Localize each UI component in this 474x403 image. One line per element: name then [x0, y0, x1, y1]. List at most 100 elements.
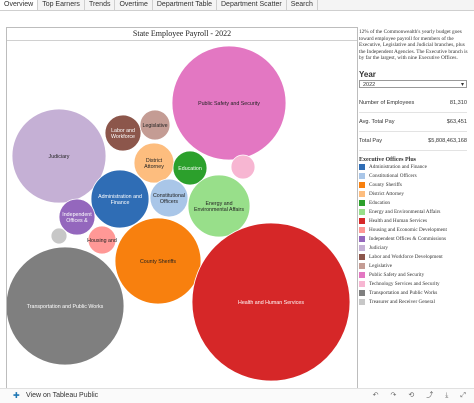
bubble-label: Judiciary: [49, 154, 70, 160]
bubble-health-and-human-services[interactable]: Health and Human Services: [191, 222, 351, 382]
bubble-label: Housing and: [87, 238, 117, 244]
legend-item[interactable]: Treasurer and Receiver General: [359, 298, 471, 307]
bubble-label: County Sheriffs: [140, 259, 176, 265]
stat-row: Avg. Total Pay $63,451: [359, 113, 467, 132]
intro-text: 12% of the Commonwealth's yearly budget …: [359, 29, 468, 62]
bubble-education[interactable]: Education: [172, 150, 208, 186]
bubble-treasurer[interactable]: [50, 227, 68, 245]
tab-trends[interactable]: Trends: [85, 0, 116, 10]
bubble-label: Health and Human Services: [238, 300, 304, 306]
share-icon[interactable]: ⤴: [426, 392, 434, 399]
bubble-housing-and[interactable]: Housing and: [87, 225, 117, 255]
stat-label: Avg. Total Pay: [359, 118, 395, 125]
legend-item[interactable]: Constitutional Officers: [359, 172, 471, 181]
legend: Administration and Finance Constitutional…: [359, 163, 471, 307]
tab-department-table[interactable]: Department Table: [153, 0, 217, 10]
legend-item[interactable]: Public Safety and Security: [359, 271, 471, 280]
bubble-label: Energy and: [205, 201, 232, 207]
legend-swatch: [359, 299, 365, 306]
stat-row: Number of Employees 81,310: [359, 94, 467, 113]
bubble-label: Independent: [62, 212, 92, 218]
legend-swatch: [359, 245, 365, 252]
year-select-value: 2022: [363, 81, 376, 88]
legend-item[interactable]: Labor and Workforce Development: [359, 253, 471, 262]
chart-title: State Employee Payroll - 2022: [132, 29, 232, 38]
legend-swatch: [359, 218, 365, 225]
legend-item[interactable]: District Attorney: [359, 190, 471, 199]
bubble-label: Transportation and Public Works: [27, 304, 104, 310]
undo-icon[interactable]: ↶: [372, 392, 379, 399]
bubble-county-sheriffs[interactable]: County Sheriffs: [114, 217, 202, 305]
bubble-transportation-and-public-works[interactable]: Transportation and Public Works: [7, 246, 125, 366]
bubble-technology-services[interactable]: [230, 154, 256, 180]
year-filter-label: Year: [359, 69, 376, 79]
legend-item[interactable]: Transportation and Public Works: [359, 289, 471, 298]
dashboard: State Employee Payroll - 2022 Public Saf…: [0, 11, 474, 389]
legend-item[interactable]: Technology Services and Security: [359, 280, 471, 289]
download-icon[interactable]: ⤓: [445, 392, 449, 399]
legend-swatch: [359, 227, 365, 234]
legend-swatch: [359, 272, 365, 279]
legend-item[interactable]: County Sheriffs: [359, 181, 471, 190]
legend-label: Legislative: [369, 263, 393, 270]
legend-item[interactable]: Independent Offices & Commissions: [359, 235, 471, 244]
redo-icon[interactable]: ↷: [390, 392, 397, 399]
fullscreen-icon[interactable]: ⤢: [460, 392, 466, 399]
legend-title: Executive Offices Plus: [359, 156, 416, 163]
bubble-chart-svg: Public Safety and Security Judiciary Labor…: [7, 45, 351, 382]
bubble-label: Administration and: [98, 194, 142, 200]
legend-label: District Attorney: [369, 191, 405, 198]
bubble-judiciary[interactable]: Judiciary: [11, 108, 107, 204]
revert-icon[interactable]: ⟲: [408, 392, 415, 399]
legend-swatch: [359, 200, 365, 207]
stat-row: Total Pay $5,808,463,168: [359, 132, 467, 151]
bubble-label: Constitutional: [153, 193, 185, 199]
legend-item[interactable]: Judiciary: [359, 244, 471, 253]
view-on-tableau-link[interactable]: View on Tableau Public: [26, 392, 99, 399]
year-select[interactable]: 2022 ▾: [359, 79, 467, 88]
legend-label: Technology Services and Security: [369, 281, 440, 288]
legend-swatch: [359, 191, 365, 198]
stat-value: 81,310: [449, 99, 467, 106]
tab-overtime[interactable]: Overtime: [115, 0, 153, 10]
legend-swatch: [359, 236, 365, 243]
bubble-label: Officers: [160, 199, 179, 205]
legend-swatch: [359, 173, 365, 180]
bubble-label: Workforce: [111, 134, 135, 140]
tab-bar: Overview Top Earners Trends Overtime Departm…: [0, 0, 474, 11]
legend-item[interactable]: Administration and Finance: [359, 163, 471, 172]
legend-item[interactable]: Energy and Environmental Affairs: [359, 208, 471, 217]
tab-search[interactable]: Search: [287, 0, 318, 10]
bubble-label: District: [146, 158, 163, 164]
bubble-label: Offices &: [66, 218, 88, 224]
legend-swatch: [359, 263, 365, 270]
legend-label: County Sheriffs: [369, 182, 402, 189]
legend-label: Public Safety and Security: [369, 272, 425, 279]
legend-swatch: [359, 209, 365, 216]
bubble-public-safety-and-security[interactable]: Public Safety and Security: [171, 45, 287, 161]
legend-item[interactable]: Legislative: [359, 262, 471, 271]
tab-overview[interactable]: Overview: [0, 0, 39, 10]
legend-label: Treasurer and Receiver General: [369, 299, 435, 306]
legend-label: Transportation and Public Works: [369, 290, 438, 297]
legend-swatch: [359, 281, 365, 288]
legend-item[interactable]: Health and Human Services: [359, 217, 471, 226]
bubble-label: Finance: [111, 200, 130, 206]
bubble-legislative[interactable]: Legislative: [139, 109, 171, 141]
tab-top-earners[interactable]: Top Earners: [38, 0, 85, 10]
tab-department-scatter[interactable]: Department Scatter: [217, 0, 287, 10]
sidebar: 12% of the Commonwealth's yearly budget …: [359, 29, 471, 389]
tableau-logo-icon: ✚: [13, 391, 20, 400]
legend-item[interactable]: Education: [359, 199, 471, 208]
legend-label: Health and Human Services: [369, 218, 428, 225]
legend-label: Energy and Environmental Affairs: [369, 209, 441, 216]
legend-item[interactable]: Housing and Economic Development: [359, 226, 471, 235]
title-divider: [7, 40, 357, 41]
stat-value: $5,808,463,168: [428, 137, 467, 144]
